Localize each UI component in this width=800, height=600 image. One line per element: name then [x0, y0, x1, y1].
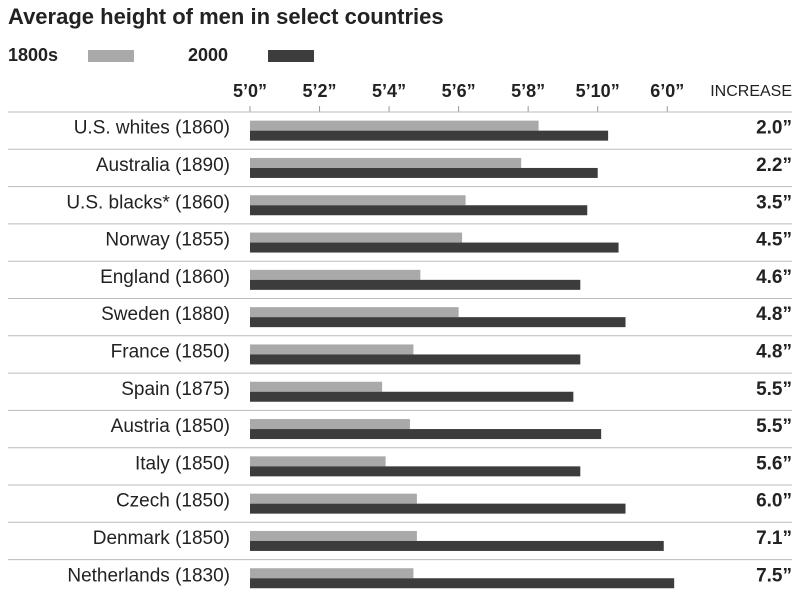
bar — [250, 503, 626, 514]
y-tick-label: Netherlands (1830) — [67, 565, 230, 586]
bar — [250, 242, 619, 253]
y-tick-label: Denmark (1850) — [93, 528, 230, 549]
bar — [250, 157, 522, 168]
increase-label: 3.5” — [756, 192, 792, 213]
bar — [250, 419, 410, 430]
increase-label: 5.5” — [756, 416, 792, 437]
y-tick-label: Austria (1850) — [111, 416, 230, 437]
bar — [250, 381, 383, 392]
bar — [250, 493, 417, 504]
y-tick-label: Czech (1850) — [116, 491, 230, 512]
x-tick-label: 5’0” — [233, 81, 267, 101]
bar — [250, 195, 466, 206]
increase-label: 7.1” — [756, 528, 792, 549]
bar — [250, 456, 386, 467]
increase-label: 4.5” — [756, 230, 792, 251]
y-tick-label: England (1860) — [100, 267, 230, 288]
x-tick-label: 5’2” — [303, 81, 337, 101]
x-tick-label: 5’10” — [576, 81, 620, 101]
bar — [250, 578, 675, 589]
increase-label: 4.8” — [756, 341, 792, 362]
y-tick-label: U.S. blacks* (1860) — [66, 192, 230, 213]
increase-header: INCREASE — [710, 83, 792, 100]
increase-label: 6.0” — [756, 491, 792, 512]
bar — [250, 530, 417, 541]
y-tick-label: Sweden (1880) — [101, 304, 230, 325]
x-tick-label: 5’8” — [511, 81, 545, 101]
chart-title: Average height of men in select countrie… — [8, 4, 444, 29]
y-tick-label: U.S. whites (1860) — [74, 118, 230, 139]
bar — [250, 540, 664, 551]
bar — [250, 279, 581, 290]
bar — [250, 429, 602, 440]
bar — [250, 307, 459, 318]
increase-label: 7.5” — [756, 565, 792, 586]
increase-label: 4.8” — [756, 304, 792, 325]
x-tick-label: 5’4” — [372, 81, 406, 101]
bar — [250, 317, 626, 328]
bar — [250, 167, 598, 178]
bar — [250, 120, 539, 131]
bar — [250, 391, 574, 402]
bar — [250, 269, 421, 280]
y-tick-label: Italy (1850) — [135, 453, 230, 474]
x-tick-label: 6’0” — [650, 81, 684, 101]
bar — [250, 344, 414, 355]
increase-label: 2.0” — [756, 118, 792, 139]
x-tick-label: 5’6” — [442, 81, 476, 101]
bar — [250, 568, 414, 579]
bar — [250, 130, 609, 141]
increase-label: 4.6” — [756, 267, 792, 288]
increase-label: 2.2” — [756, 155, 792, 176]
bar — [250, 232, 463, 243]
y-tick-label: France (1850) — [111, 341, 230, 362]
bar — [250, 466, 581, 477]
legend-swatch — [268, 50, 314, 62]
bar — [250, 354, 581, 365]
y-tick-label: Norway (1855) — [105, 230, 230, 251]
increase-label: 5.5” — [756, 379, 792, 400]
bar — [250, 205, 588, 216]
increase-label: 5.6” — [756, 453, 792, 474]
y-tick-label: Australia (1890) — [96, 155, 230, 176]
legend-label: 1800s — [8, 45, 58, 65]
y-tick-label: Spain (1875) — [121, 379, 230, 400]
legend-label: 2000 — [188, 45, 228, 65]
legend-swatch — [88, 50, 134, 62]
